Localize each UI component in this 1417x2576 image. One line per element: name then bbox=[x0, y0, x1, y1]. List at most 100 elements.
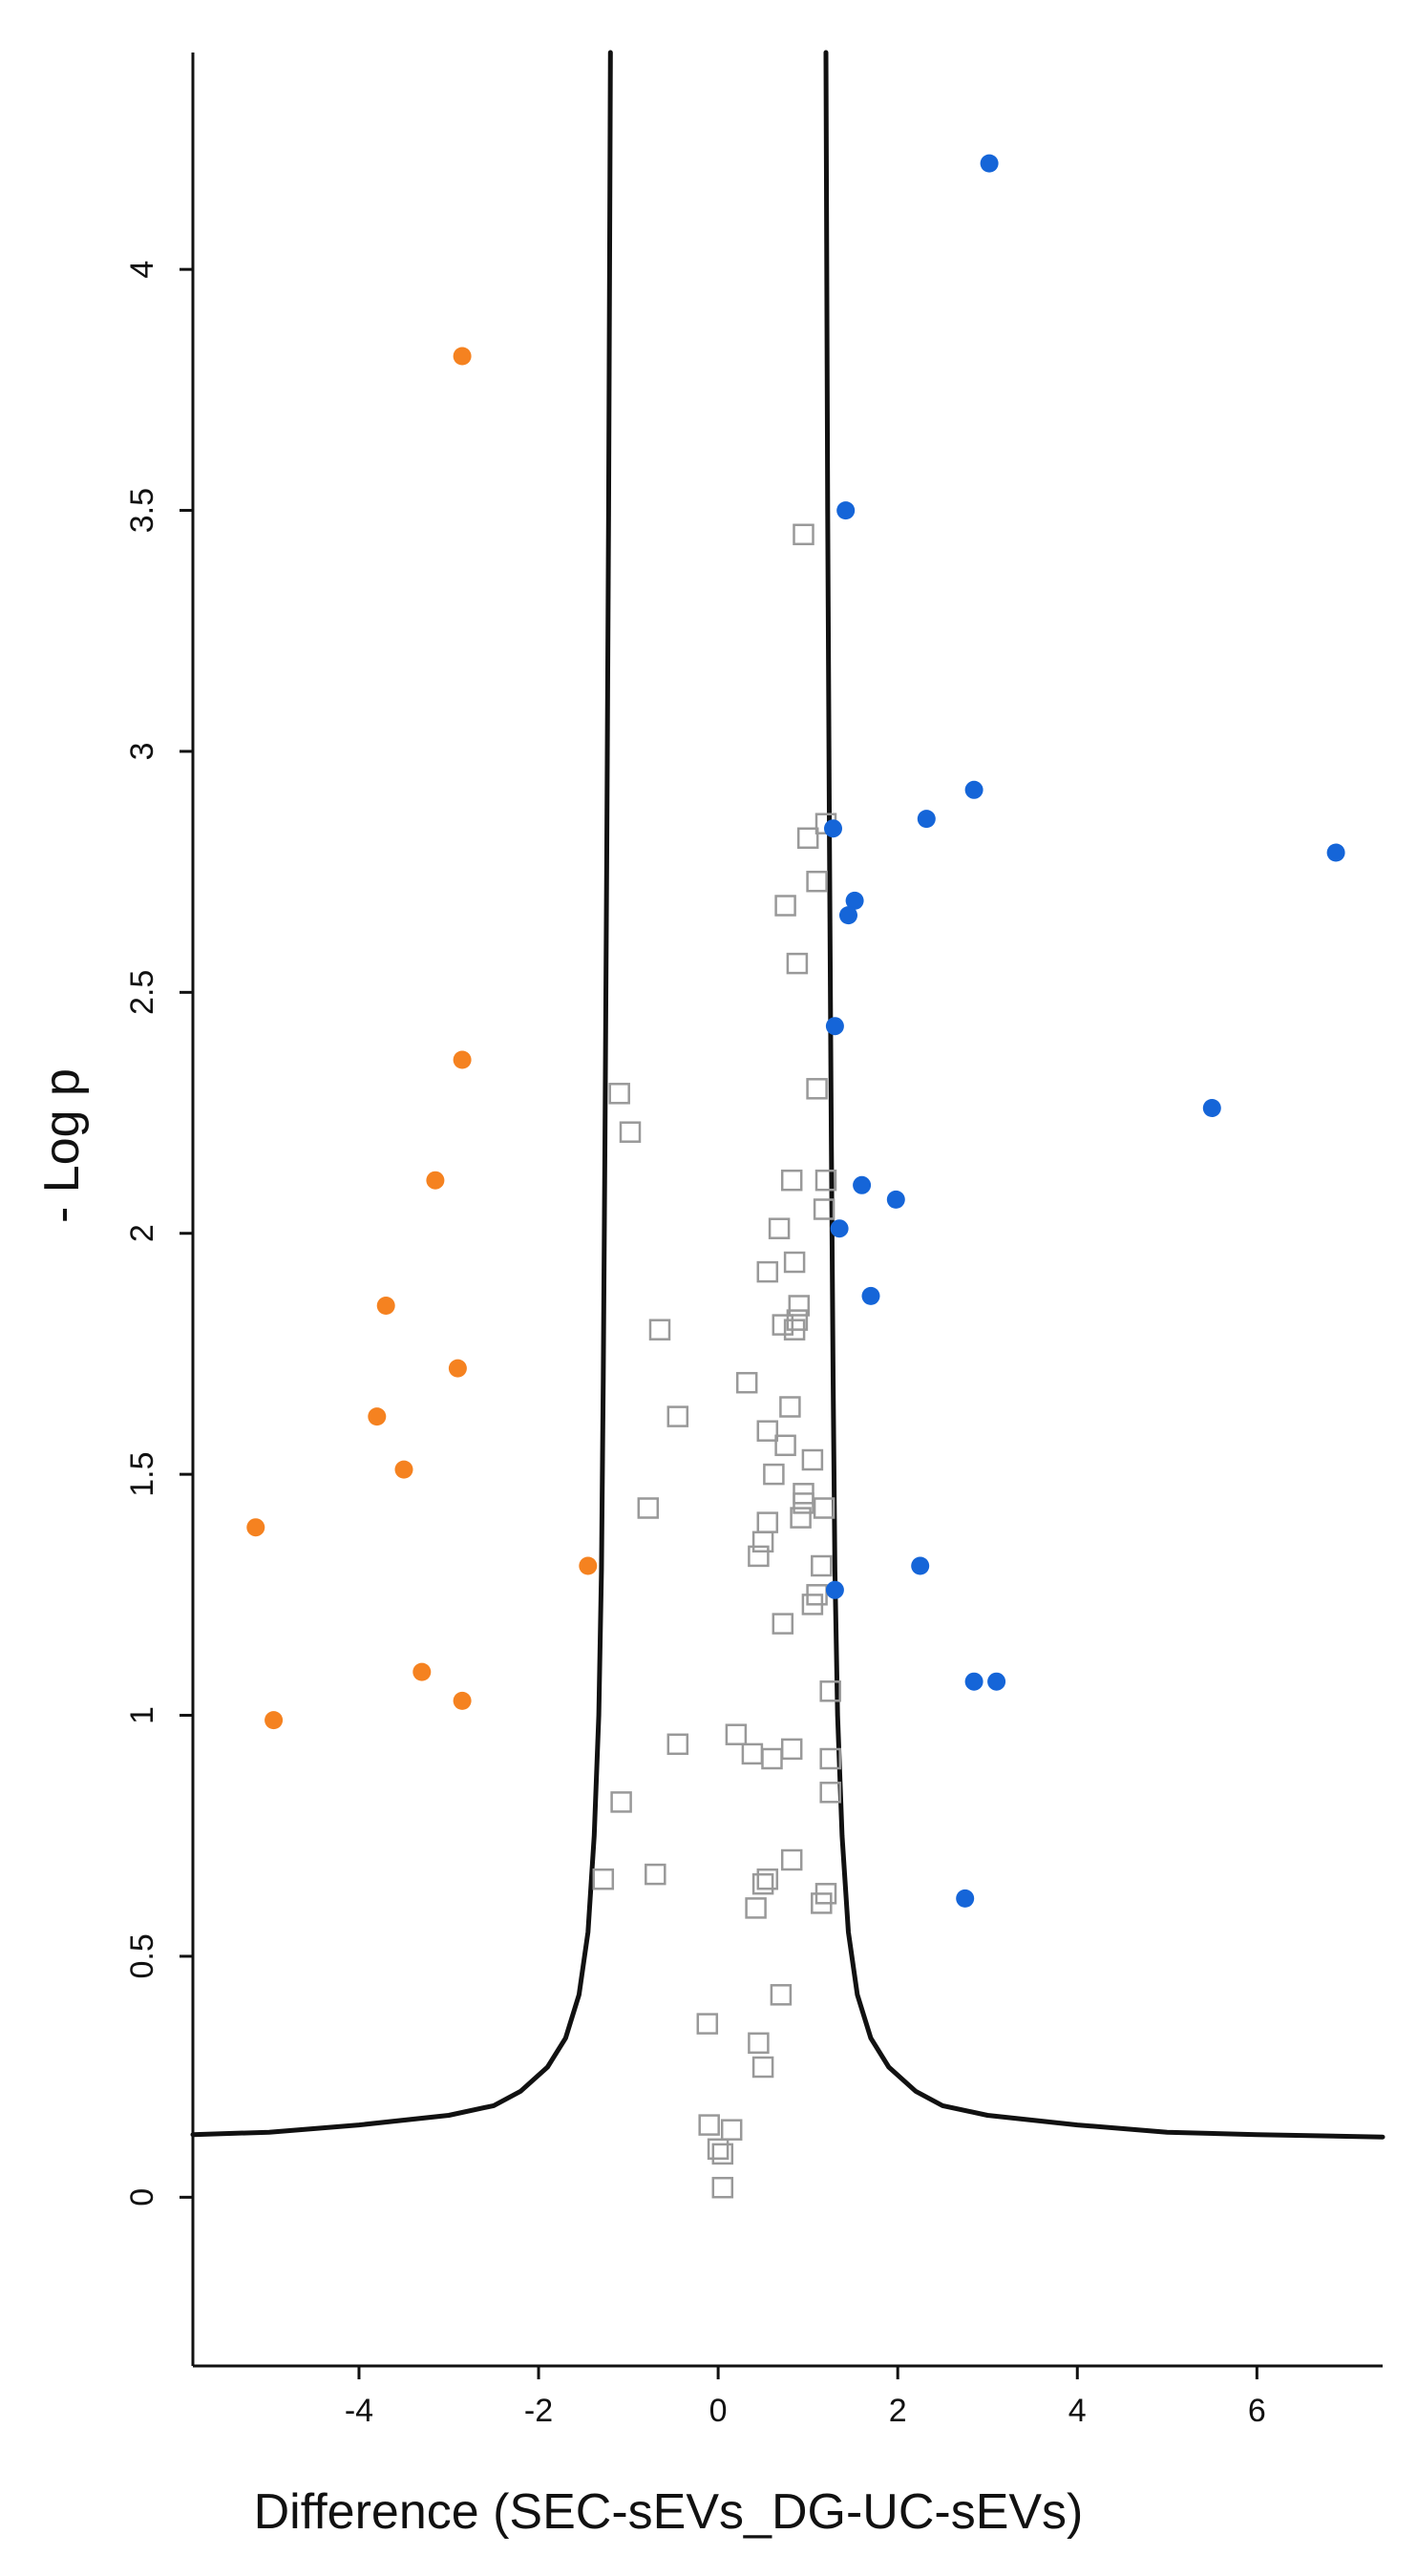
point-nonsignificant-47 bbox=[610, 1791, 632, 1813]
point-nonsignificant-34 bbox=[748, 1545, 770, 1568]
point-nonsignificant-44 bbox=[761, 1747, 783, 1770]
y-tick-label: 2 bbox=[124, 1224, 160, 1242]
point-higher-16 bbox=[964, 1672, 983, 1691]
y-tick-label: 3 bbox=[124, 742, 160, 760]
y-tick-label: 0.5 bbox=[124, 1933, 160, 1978]
point-higher-13 bbox=[861, 1286, 880, 1305]
point-nonsignificant-51 bbox=[756, 1868, 779, 1890]
point-lower-11 bbox=[264, 1711, 284, 1730]
point-nonsignificant-60 bbox=[698, 2114, 720, 2136]
point-nonsignificant-12 bbox=[768, 1217, 791, 1239]
point-higher-12 bbox=[830, 1219, 849, 1238]
point-nonsignificant-14 bbox=[783, 1251, 806, 1274]
point-nonsignificant-38 bbox=[772, 1613, 794, 1635]
point-nonsignificant-63 bbox=[711, 2143, 734, 2165]
point-nonsignificant-28 bbox=[793, 1492, 814, 1514]
point-higher-7 bbox=[839, 906, 857, 925]
point-nonsignificant-15 bbox=[788, 1295, 811, 1317]
point-higher-14 bbox=[911, 1556, 930, 1575]
point-nonsignificant-17 bbox=[772, 1314, 794, 1336]
y-tick-label: 1.5 bbox=[124, 1451, 160, 1496]
point-lower-1 bbox=[453, 1050, 472, 1069]
point-nonsignificant-39 bbox=[819, 1680, 841, 1702]
point-higher-5 bbox=[1326, 843, 1345, 862]
point-lower-6 bbox=[394, 1460, 413, 1479]
point-lower-10 bbox=[453, 1691, 472, 1710]
point-nonsignificant-48 bbox=[780, 1848, 803, 1871]
point-nonsignificant-11 bbox=[813, 1198, 835, 1220]
y-tick-label: 2.5 bbox=[124, 970, 160, 1015]
y-axis-ticks: 0 0.5 1 1.5 2 2.5 3 3.5 4 bbox=[124, 261, 193, 2206]
point-nonsignificant-26 bbox=[763, 1463, 785, 1486]
point-higher-8 bbox=[825, 1017, 844, 1036]
x-tick-label: 2 bbox=[889, 2393, 907, 2429]
point-nonsignificant-22 bbox=[666, 1405, 689, 1427]
point-lower-5 bbox=[368, 1407, 387, 1426]
x-tick-label: -2 bbox=[524, 2393, 553, 2429]
point-nonsignificant-3 bbox=[806, 870, 828, 893]
point-higher-0 bbox=[980, 154, 999, 173]
point-nonsignificant-41 bbox=[666, 1733, 689, 1756]
point-nonsignificant-56 bbox=[770, 1984, 793, 2006]
point-nonsignificant-8 bbox=[806, 1078, 828, 1100]
point-higher-10 bbox=[853, 1175, 872, 1194]
point-nonsignificant-29 bbox=[813, 1497, 835, 1519]
point-nonsignificant-59 bbox=[751, 2056, 774, 2079]
x-tick-label: 6 bbox=[1248, 2393, 1266, 2429]
y-tick-label: 4 bbox=[124, 261, 160, 279]
point-nonsignificant-4 bbox=[774, 895, 796, 917]
point-nonsignificant-21 bbox=[779, 1396, 801, 1418]
point-nonsignificant-2 bbox=[796, 827, 819, 850]
data-points bbox=[246, 154, 1345, 2199]
point-higher-4 bbox=[824, 819, 842, 838]
point-nonsignificant-19 bbox=[648, 1319, 671, 1341]
x-tick-label: 0 bbox=[709, 2393, 728, 2429]
point-nonsignificant-13 bbox=[756, 1260, 779, 1283]
x-axis-ticks: -4 -2 0 2 4 6 bbox=[345, 2366, 1266, 2429]
y-tick-label: 3.5 bbox=[124, 488, 160, 533]
y-tick-label: 1 bbox=[124, 1706, 160, 1724]
point-nonsignificant-31 bbox=[790, 1507, 812, 1529]
point-lower-3 bbox=[376, 1297, 395, 1315]
point-nonsignificant-6 bbox=[608, 1083, 630, 1105]
point-nonsignificant-10 bbox=[814, 1169, 837, 1192]
point-higher-6 bbox=[845, 891, 864, 910]
point-nonsignificant-18 bbox=[783, 1319, 806, 1341]
point-lower-2 bbox=[426, 1171, 445, 1190]
point-higher-17 bbox=[987, 1672, 1006, 1691]
point-nonsignificant-9 bbox=[780, 1169, 803, 1192]
point-nonsignificant-35 bbox=[811, 1554, 833, 1577]
point-lower-7 bbox=[246, 1518, 265, 1537]
point-lower-8 bbox=[579, 1556, 598, 1575]
point-nonsignificant-64 bbox=[711, 2176, 734, 2199]
point-nonsignificant-30 bbox=[637, 1497, 660, 1519]
point-nonsignificant-7 bbox=[619, 1121, 642, 1143]
point-nonsignificant-61 bbox=[720, 2119, 743, 2141]
point-nonsignificant-40 bbox=[725, 1723, 748, 1745]
point-higher-2 bbox=[964, 780, 983, 799]
point-higher-18 bbox=[956, 1889, 975, 1908]
point-nonsignificant-20 bbox=[735, 1371, 758, 1394]
point-nonsignificant-54 bbox=[811, 1892, 833, 1914]
point-nonsignificant-45 bbox=[819, 1747, 841, 1770]
axes bbox=[191, 53, 1383, 2368]
point-lower-9 bbox=[412, 1662, 432, 1681]
y-tick-label: 0 bbox=[124, 2188, 160, 2206]
point-lower-4 bbox=[448, 1359, 467, 1378]
point-nonsignificant-23 bbox=[756, 1420, 779, 1442]
point-higher-1 bbox=[836, 501, 856, 520]
point-lower-0 bbox=[453, 347, 472, 366]
x-axis-title: Difference (SEC-sEVs_DG-UC-sEVs) bbox=[254, 2484, 1084, 2540]
threshold-curve-right bbox=[823, 50, 1385, 2140]
point-nonsignificant-58 bbox=[748, 2032, 770, 2055]
point-nonsignificant-0 bbox=[793, 523, 814, 546]
point-nonsignificant-49 bbox=[645, 1863, 666, 1886]
point-nonsignificant-57 bbox=[696, 2013, 719, 2035]
point-nonsignificant-62 bbox=[707, 2138, 730, 2161]
y-axis-title: - Log p bbox=[34, 1068, 90, 1223]
x-tick-label: 4 bbox=[1068, 2393, 1087, 2429]
point-nonsignificant-24 bbox=[774, 1434, 796, 1457]
x-tick-label: -4 bbox=[345, 2393, 373, 2429]
point-higher-15 bbox=[825, 1580, 844, 1599]
